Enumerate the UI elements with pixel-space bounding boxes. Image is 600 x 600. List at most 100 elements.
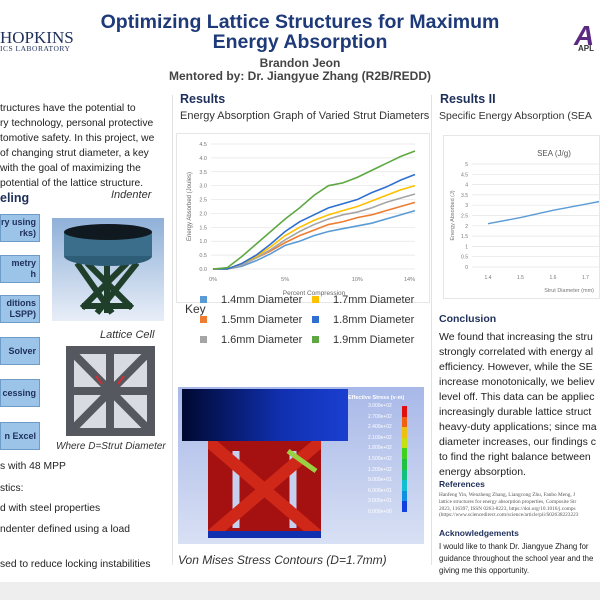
- stress-legend-value: 0.000e+00: [368, 509, 392, 515]
- y-axis-label: Energy Absorbed (Joules): [187, 172, 193, 241]
- poster-title-line1: Optimizing Lattice Structures for Maximu…: [100, 11, 500, 33]
- lattice-cell-label: Lattice Cell: [100, 329, 155, 341]
- intro-line: ry technology, personal protective: [0, 118, 154, 129]
- y-tick-label: 5: [465, 162, 468, 168]
- indenter-render: [182, 389, 348, 441]
- y-tick-label: 1.0: [199, 239, 207, 245]
- legend-item: 1.6mm Diameter: [200, 334, 302, 346]
- y-tick-label: 0.5: [461, 255, 468, 261]
- text-line: energy absorption.: [439, 466, 526, 478]
- flow-step-conditions: ditions LSPP): [0, 295, 40, 323]
- flow-step-excel: n Excel: [0, 422, 40, 450]
- x-tick-label: 1.4: [485, 275, 492, 281]
- flow-text: n Excel: [4, 430, 36, 441]
- stress-legend-value: 2.100e+02: [368, 434, 392, 441]
- poster-title-line2: Energy Absorption: [212, 31, 388, 53]
- text-line: heavy-duty applications; since ma: [439, 421, 597, 433]
- energy-absorption-chart: 0.0 0.5 1.0 1.5 2.0 2.5 3.0 3.5 4.0 4.5 0% 5% 10% 14%…: [187, 142, 416, 297]
- stress-legend-value: 1.500e+02: [368, 456, 392, 462]
- legend-label: 1.8mm Diameter: [333, 314, 415, 326]
- mentor: Mentored by: Dr. Jiangyue Zhang (R2B/RED…: [168, 69, 432, 83]
- y-tick-label: 3: [465, 203, 468, 209]
- column-divider: [431, 95, 432, 565]
- y-tick-label: 2.0: [199, 211, 207, 217]
- x-tick-label: 1.6: [550, 275, 557, 281]
- text-line: (https://www.sciencedirect.com/science/a…: [439, 512, 579, 519]
- author: Brandon Jeon: [259, 56, 341, 70]
- sea-chart-title-outer: Specific Energy Absorption (SEA: [439, 110, 592, 122]
- y-tick-label: 3.0: [199, 184, 207, 190]
- flow-text: ditions: [6, 298, 37, 308]
- legend-item: 1.8mm Diameter: [312, 314, 414, 326]
- stress-legend-value: 6.000e+01: [368, 487, 392, 494]
- y-axis-label: Energy Absorbed (J): [450, 190, 456, 240]
- lattice-stress-render: [208, 441, 321, 538]
- indenter-model-image: [52, 218, 164, 321]
- text-line: increasingly durable lattice struct: [439, 406, 592, 418]
- apl-logo-text: APL: [578, 44, 594, 53]
- conclusion-heading: Conclusion: [439, 313, 497, 325]
- stress-color-swatch: [402, 448, 407, 459]
- acknowledgements-heading: Acknowledgements: [439, 528, 519, 538]
- results-heading: Results: [180, 92, 226, 106]
- stress-color-swatch: [402, 480, 407, 491]
- flow-step-solver: Solver: [0, 337, 40, 365]
- bullet-line: ndenter defined using a load: [0, 524, 130, 535]
- y-tick-label: 1.5: [199, 225, 207, 231]
- text-line: diameter increases, our findings c: [439, 436, 596, 448]
- conclusion-text: We found that increasing the stru strongl…: [439, 330, 597, 480]
- series-line-19mm: [212, 150, 416, 270]
- intro-text: tructures have the potential to ry techn…: [0, 101, 154, 191]
- text-line: lattice structures for energy absorption…: [439, 498, 577, 505]
- y-tick-label: 2.5: [461, 214, 468, 220]
- text-line: We found that increasing the stru: [439, 331, 593, 343]
- x-tick-label: 10%: [352, 277, 363, 283]
- legend-swatch: [312, 296, 319, 303]
- text-line: giving me this opportunity.: [439, 566, 529, 575]
- stress-color-swatch: [402, 501, 407, 512]
- legend-item: 1.4mm Diameter: [200, 294, 302, 306]
- text-line: strongly correlated with energy al: [439, 346, 594, 358]
- y-tick-label: 3.5: [461, 193, 468, 199]
- intro-line: tomotive safety. In this project, we: [0, 133, 155, 144]
- intro-line: with the goal of maximizing the: [0, 163, 141, 174]
- text-line: efficiency. However, while the SE: [439, 361, 593, 373]
- text-line: level off. This data can be appliec: [439, 391, 595, 403]
- energy-chart-frame: 0.0 0.5 1.0 1.5 2.0 2.5 3.0 3.5 4.0 4.5 0% 5% 10% 14%…: [176, 133, 430, 303]
- legend-swatch: [200, 296, 207, 303]
- y-tick-label: 4.5: [199, 142, 207, 148]
- stress-color-swatch: [402, 469, 407, 481]
- bullet-line: sed to reduce locking instabilities: [0, 559, 151, 570]
- apl-logo-mark: A: [574, 20, 595, 51]
- series-line-16mm: [213, 193, 416, 270]
- legend-label: 1.7mm Diameter: [333, 294, 415, 306]
- y-tick-label: 4.5: [461, 172, 468, 178]
- y-tick-label: 1: [465, 244, 468, 250]
- text-line: increase monotonically, we believ: [439, 376, 595, 388]
- text-line: to find the right balance between: [439, 451, 591, 463]
- legend-label: 1.4mm Diameter: [221, 294, 303, 306]
- legend-swatch: [312, 336, 319, 343]
- flow-text: metry: [11, 258, 36, 268]
- y-tick-label: 4: [465, 183, 468, 189]
- y-tick-label: 2: [465, 224, 468, 230]
- bullet-line: d with steel properties: [0, 503, 101, 514]
- stress-legend-value: 3.000e+02: [368, 403, 392, 409]
- legend-label: 1.9mm Diameter: [333, 334, 415, 346]
- intro-line: potential of the lattice structure.: [0, 178, 144, 189]
- stress-caption: Von Mises Stress Contours (D=1.7mm): [178, 553, 387, 567]
- x-axis-label: Strut Diameter (mm): [544, 288, 594, 294]
- acknowledgements-text: I would like to thank Dr. Jiangyue Zhang…: [439, 541, 593, 577]
- stress-color-swatch: [402, 406, 407, 417]
- y-tick-label: 0.5: [199, 253, 207, 259]
- stress-legend-value: 9.000e+01: [368, 477, 392, 484]
- lattice-caption: Where D=Strut Diameter: [56, 441, 166, 452]
- legend-label: 1.5mm Diameter: [221, 314, 303, 326]
- legend-item: 1.5mm Diameter: [200, 314, 302, 326]
- energy-chart-title: Energy Absorption Graph of Varied Strut …: [180, 110, 430, 122]
- stress-color-swatch: [402, 427, 407, 438]
- flow-text: rks): [19, 228, 36, 238]
- stress-legend-value: 2.700e+02: [368, 413, 392, 420]
- text-line: 2023, 116397, ISSN 0263-8223, https://do…: [439, 505, 576, 512]
- x-tick-label: 5%: [281, 277, 289, 283]
